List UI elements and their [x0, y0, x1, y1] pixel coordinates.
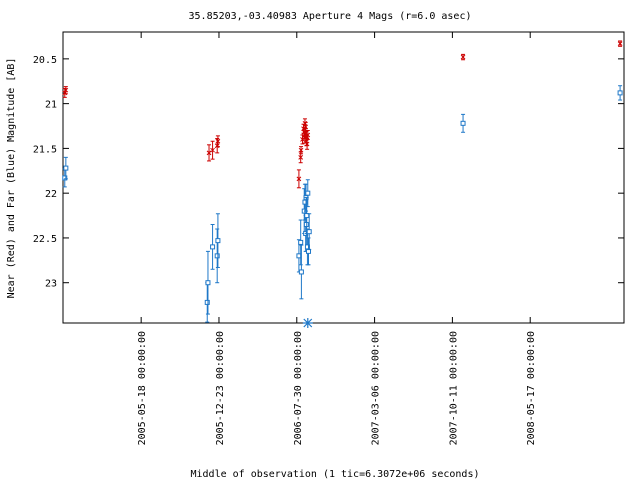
far-point	[210, 244, 216, 250]
near-point	[206, 150, 212, 156]
far-point	[305, 190, 311, 196]
data-marks	[62, 40, 623, 328]
far-point	[63, 165, 69, 171]
near-point	[210, 147, 215, 153]
far-point	[62, 175, 68, 181]
far-point	[214, 253, 220, 259]
x-tick-label: 2007-10-11 00:00:00	[448, 331, 459, 445]
near-point	[63, 87, 69, 93]
far-point	[215, 238, 221, 244]
axis-ticks: 20.5 21 21.5 22 22.5 23 2005-05-18 00:00:00 200…	[33, 32, 624, 445]
y-tick-label: 21	[45, 100, 57, 111]
y-tick-label: 22	[45, 189, 57, 200]
x-tick-label: 2005-12-23 00:00:00	[215, 331, 226, 445]
far-point	[298, 269, 304, 275]
far-point	[205, 280, 211, 286]
near-point	[298, 155, 304, 160]
star-marker	[302, 318, 313, 328]
near-point	[215, 138, 221, 144]
y-tick-label: 21.5	[33, 144, 57, 155]
x-tick-label: 2007-03-06 00:00:00	[371, 331, 382, 445]
y-tick-label: 22.5	[33, 234, 57, 245]
far-point	[617, 90, 623, 96]
far-point	[298, 239, 304, 245]
x-tick-label: 2008-05-17 00:00:00	[526, 331, 537, 445]
y-tick-label: 23	[45, 279, 57, 290]
x-tick-label: 2006-07-30 00:00:00	[293, 331, 304, 445]
x-axis-label: Middle of observation (1 tic=6.3072e+06 …	[191, 469, 480, 480]
near-point	[303, 124, 309, 130]
near-point	[296, 176, 302, 182]
near-point	[460, 54, 466, 60]
far-point	[204, 299, 210, 305]
y-axis-label: Near (Red) and Far (Blue) Magnitude [AB]	[6, 58, 17, 299]
far-point	[460, 120, 466, 126]
y-tick-label: 20.5	[33, 55, 57, 66]
chart-title: 35.85203,-03.40983 Aperture 4 Mags (r=6.…	[189, 11, 472, 22]
near-point	[304, 138, 309, 144]
x-tick-label: 2005-05-18 00:00:00	[137, 331, 148, 445]
far-point	[306, 229, 312, 235]
near-point	[298, 147, 304, 153]
near-point	[617, 41, 623, 46]
